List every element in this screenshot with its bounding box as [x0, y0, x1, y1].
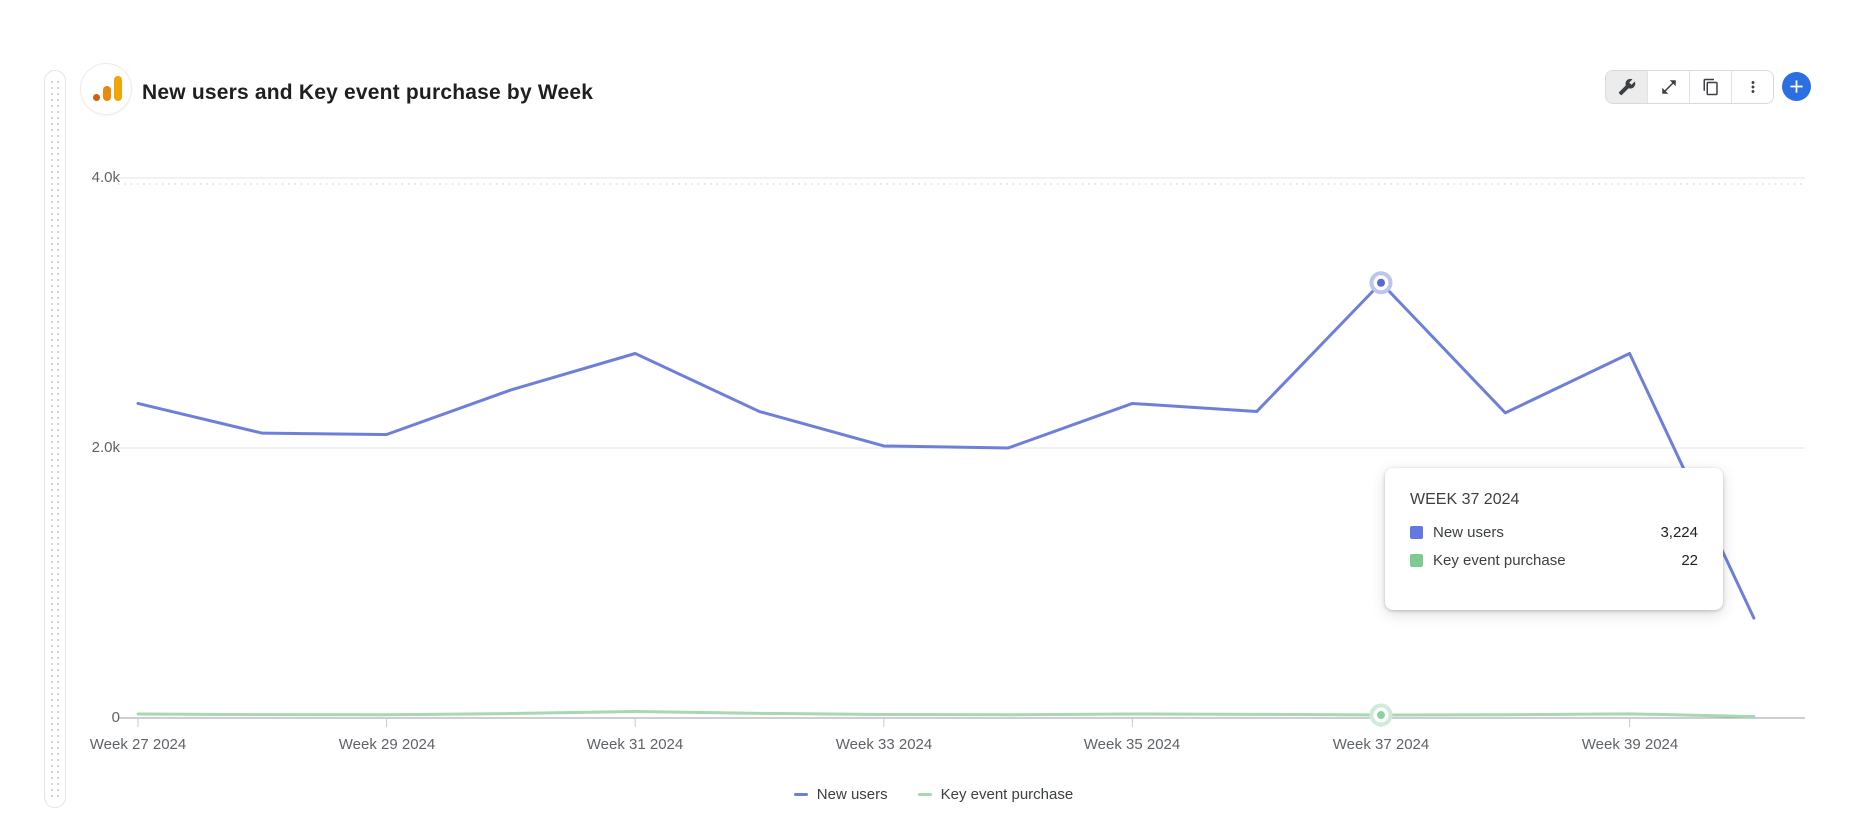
analytics-logo-bar-mid: [103, 86, 111, 101]
tooltip-series-value: 22: [1681, 552, 1698, 569]
expand-chart-button[interactable]: [1647, 71, 1689, 103]
x-axis-label: Week 31 2024: [586, 736, 684, 753]
wrench-icon: [1618, 78, 1636, 96]
series-swatch-icon: [1410, 526, 1423, 539]
x-axis-label: Week 33 2024: [835, 736, 933, 753]
legend-item-new-users: New users: [793, 786, 888, 803]
card-drag-handle[interactable]: [44, 70, 66, 808]
tooltip-title: WEEK 37 2024: [1410, 491, 1520, 508]
x-axis-label: Week 35 2024: [1083, 736, 1181, 753]
x-axis-label: Week 27 2024: [89, 736, 187, 753]
customize-chart-button[interactable]: [1606, 71, 1647, 103]
kebab-menu-icon: [1744, 78, 1762, 96]
analytics-logo-bar-tall: [114, 76, 122, 101]
legend-label: Key event purchase: [940, 786, 1074, 803]
y-axis-label: 2.0k: [91, 439, 120, 456]
analytics-logo-icon: [80, 63, 132, 115]
tooltip-row: Key event purchase 22: [1410, 552, 1698, 569]
legend-label: New users: [816, 786, 888, 803]
tooltip-series-label: New users: [1433, 524, 1504, 541]
add-chart-button[interactable]: [1782, 72, 1811, 101]
chart-toolbar: [1605, 70, 1774, 104]
x-axis-label: Week 37 2024: [1332, 736, 1430, 753]
tooltip-series-label: Key event purchase: [1433, 552, 1566, 569]
series-swatch-icon: [1410, 554, 1423, 567]
y-axis-label: 4.0k: [91, 169, 120, 186]
x-axis-label: Week 39 2024: [1581, 736, 1679, 753]
y-axis-label: 0: [111, 709, 120, 726]
legend-item-key-event-purchase: Key event purchase: [917, 786, 1074, 803]
chart-tooltip: WEEK 37 2024 New users 3,224 Key event p…: [1385, 468, 1723, 610]
copy-chart-button[interactable]: [1689, 71, 1731, 103]
legend-dash-icon: [793, 793, 808, 796]
chart-title: New users and Key event purchase by Week: [142, 81, 594, 104]
chart-legend: New users Key event purchase: [0, 786, 1867, 803]
analytics-logo-dot: [93, 94, 100, 101]
expand-icon: [1660, 78, 1678, 96]
x-axis-label: Week 29 2024: [338, 736, 436, 753]
tooltip-row: New users 3,224: [1410, 524, 1698, 541]
plus-icon: [1786, 76, 1807, 97]
more-options-button[interactable]: [1731, 71, 1773, 103]
copy-icon: [1702, 78, 1720, 96]
tooltip-series-value: 3,224: [1660, 524, 1698, 541]
legend-dash-icon: [917, 793, 932, 796]
